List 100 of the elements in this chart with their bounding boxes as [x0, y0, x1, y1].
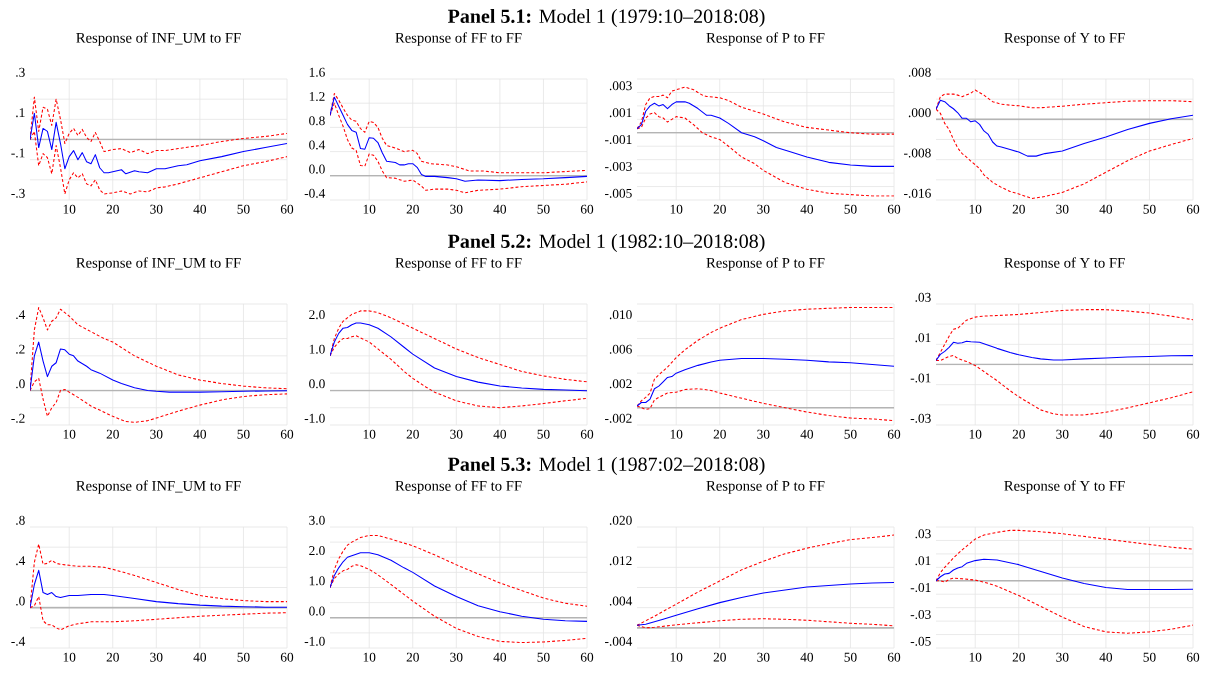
- x-tick-label: 60: [1186, 652, 1200, 662]
- x-tick-label: 60: [887, 429, 901, 439]
- x-tick-label: 30: [1056, 652, 1069, 662]
- x-tick-label: 10: [670, 204, 683, 214]
- y-tick-label: .01: [915, 556, 931, 566]
- x-tick-label: 20: [406, 652, 419, 662]
- text: Panel 5.1: Model 1 (1979:10–2018:08): [447, 8, 765, 28]
- x-tick-label: 40: [800, 429, 814, 439]
- y-tick-label: -.003: [605, 161, 632, 171]
- y-tick-label: 2.0: [309, 546, 325, 556]
- x-tick-label: 40: [800, 204, 814, 214]
- x-tick-label: 50: [237, 204, 250, 214]
- x-tick-label: 10: [969, 652, 982, 662]
- x-tick-label: 40: [493, 652, 507, 662]
- x-tick-label: 30: [1056, 204, 1069, 214]
- x-tick-label: 60: [887, 204, 901, 214]
- y-tick-label: 2.0: [309, 310, 325, 320]
- y-tick-label: 0.4: [309, 140, 326, 150]
- y-tick-label: -.03: [910, 609, 931, 619]
- x-tick-label: 20: [106, 429, 119, 439]
- x-tick-label: 50: [537, 429, 550, 439]
- x-tick-label: 30: [450, 204, 463, 214]
- x-tick-label: 60: [580, 652, 594, 662]
- y-tick-label: .3: [16, 67, 25, 77]
- x-tick-label: 20: [713, 429, 726, 439]
- x-tick-label: 50: [537, 652, 550, 662]
- y-tick-label: 0.0: [309, 164, 325, 174]
- x-tick-label: 40: [1099, 652, 1113, 662]
- x-tick-label: 10: [969, 204, 982, 214]
- x-tick-label: 50: [237, 652, 250, 662]
- chart-title: Response of Y to FF: [1004, 480, 1125, 494]
- x-tick-label: 50: [844, 652, 857, 662]
- x-tick-label: 40: [193, 204, 207, 214]
- chart-title: Response of INF_UM to FF: [76, 32, 241, 46]
- y-tick-label: -.016: [904, 188, 931, 198]
- y-tick-label: -.005: [605, 188, 632, 198]
- chart-title: Response of FF to FF: [395, 480, 522, 494]
- y-tick-label: .000: [908, 108, 931, 118]
- y-tick-label: -.4: [11, 636, 26, 646]
- y-tick-label: .008: [908, 67, 931, 77]
- y-tick-label: -.01: [910, 583, 931, 593]
- x-tick-label: 60: [580, 429, 594, 439]
- x-tick-label: 20: [713, 652, 726, 662]
- y-tick-label: -.001: [605, 135, 632, 145]
- x-tick-label: 30: [150, 652, 163, 662]
- y-tick-label: .001: [609, 108, 632, 118]
- y-tick-label: .0: [16, 596, 25, 606]
- y-tick-label: -.3: [11, 188, 25, 198]
- chart-title: Response of P to FF: [706, 480, 825, 494]
- x-tick-label: 60: [1186, 204, 1200, 214]
- chart-title: Response of FF to FF: [395, 32, 522, 46]
- x-tick-label: 50: [844, 204, 857, 214]
- x-tick-label: 50: [237, 429, 250, 439]
- y-tick-label: .4: [16, 556, 26, 566]
- x-tick-label: 60: [887, 652, 901, 662]
- y-tick-label: .006: [609, 344, 632, 354]
- y-tick-label: -1.0: [304, 636, 325, 646]
- x-tick-label: 30: [757, 652, 770, 662]
- y-tick-label: -.03: [910, 413, 931, 423]
- x-tick-label: 10: [63, 204, 76, 214]
- x-tick-label: 40: [193, 652, 207, 662]
- chart-title: Response of P to FF: [706, 257, 825, 271]
- x-tick-label: 20: [106, 652, 119, 662]
- chart-title: Response of INF_UM to FF: [76, 257, 241, 271]
- x-tick-label: 30: [450, 429, 463, 439]
- chart-title: Response of Y to FF: [1004, 32, 1125, 46]
- x-tick-label: 40: [1099, 429, 1113, 439]
- x-tick-label: 30: [150, 204, 163, 214]
- x-tick-label: 40: [193, 429, 207, 439]
- x-tick-label: 50: [1143, 652, 1156, 662]
- x-tick-label: 10: [363, 204, 376, 214]
- x-tick-label: 40: [800, 652, 814, 662]
- y-tick-label: 1.0: [309, 344, 325, 354]
- x-tick-label: 60: [1186, 429, 1200, 439]
- y-tick-label: .03: [915, 292, 931, 302]
- x-tick-label: 30: [757, 204, 770, 214]
- x-tick-label: 20: [1012, 204, 1025, 214]
- chart-title: Response of Y to FF: [1004, 257, 1125, 271]
- x-tick-label: 10: [363, 429, 376, 439]
- text: Panel 5.3: Model 1 (1987:02–2018:08): [447, 456, 765, 476]
- y-tick-label: .012: [609, 556, 632, 566]
- x-tick-label: 20: [406, 429, 419, 439]
- y-tick-label: .4: [16, 310, 26, 320]
- y-tick-label: .004: [609, 596, 633, 606]
- y-tick-label: 1.0: [309, 576, 325, 586]
- y-tick-label: .01: [915, 333, 931, 343]
- chart-title: Response of P to FF: [706, 32, 825, 46]
- y-tick-label: .003: [609, 81, 632, 91]
- x-tick-label: 10: [969, 429, 982, 439]
- y-tick-label: -1.0: [304, 413, 325, 423]
- y-tick-label: -.004: [605, 636, 633, 646]
- y-tick-label: -0.4: [304, 188, 326, 198]
- y-tick-label: 3.0: [309, 515, 325, 525]
- text: Panel 5.2: Model 1 (1982:10–2018:08): [447, 233, 765, 253]
- y-tick-label: .8: [16, 515, 25, 525]
- y-tick-label: .0: [16, 379, 25, 389]
- x-tick-label: 60: [580, 204, 594, 214]
- x-tick-label: 40: [493, 204, 507, 214]
- x-tick-label: 10: [363, 652, 376, 662]
- y-tick-label: -.002: [605, 413, 632, 423]
